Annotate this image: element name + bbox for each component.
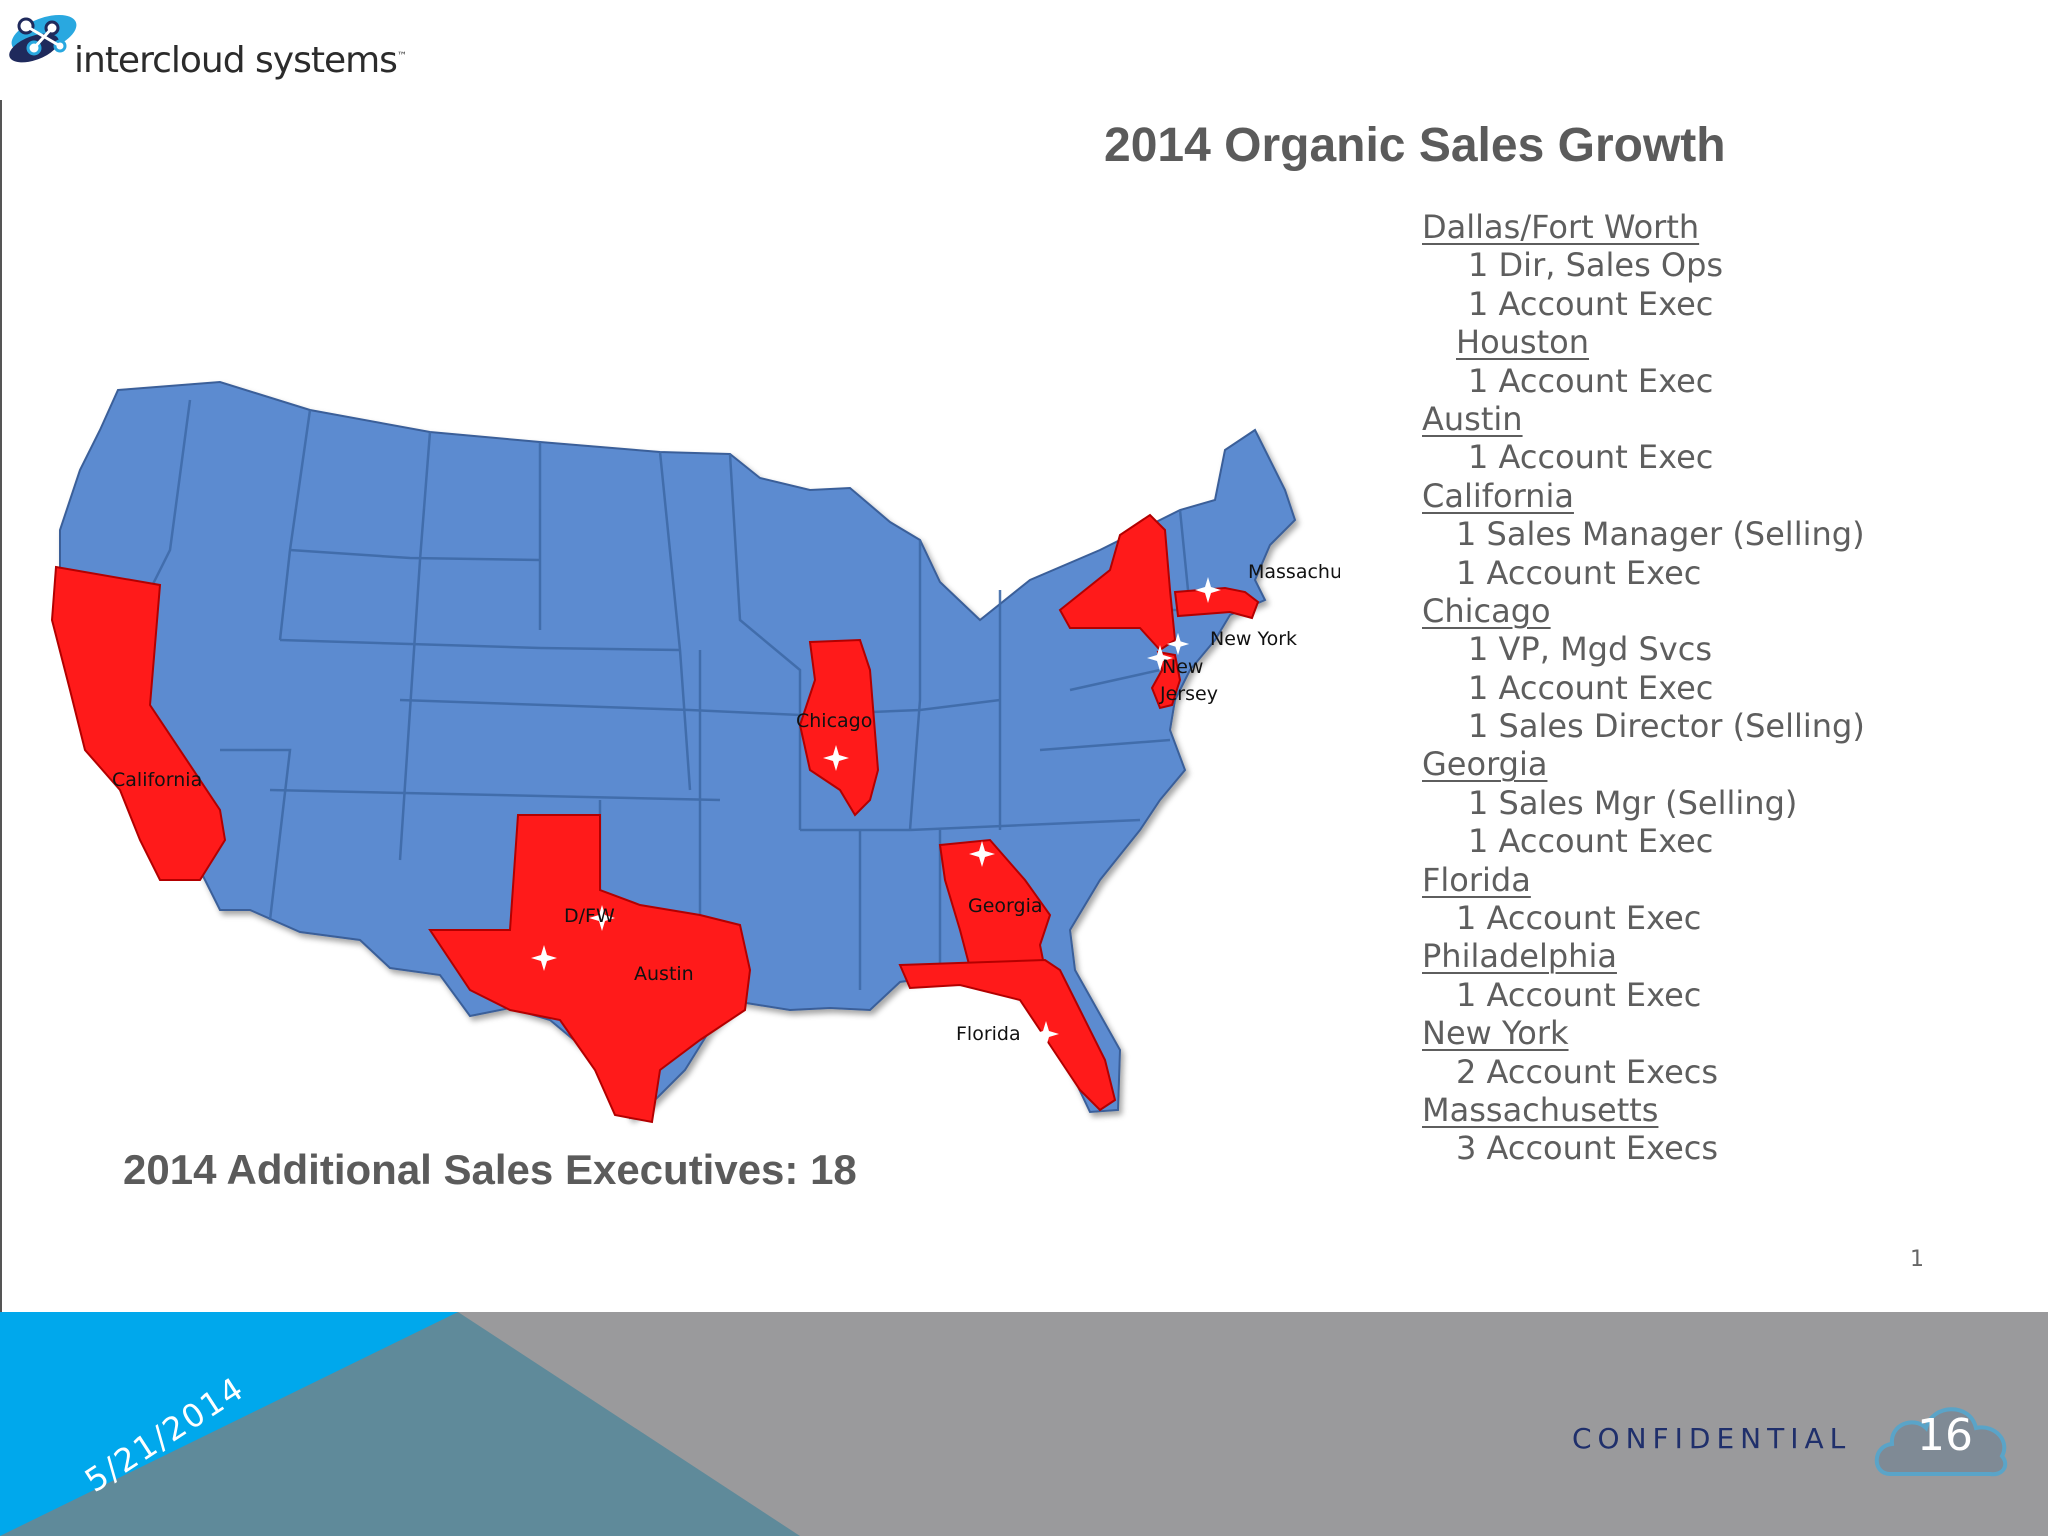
highlighted-states	[50, 513, 1260, 1124]
list-location: Georgia	[1422, 745, 1548, 784]
list-role: 3 Account Execs	[1456, 1129, 1719, 1168]
label-austin: Austin	[634, 963, 694, 985]
logo-wordmark: intercloud systems™	[74, 40, 407, 81]
list-location: Florida	[1422, 860, 1531, 899]
list-role: 1 Account Exec	[1468, 668, 1714, 707]
slide-footer	[0, 1312, 2048, 1536]
cloud-icon	[1874, 1407, 2008, 1477]
list-role: 1 Account Exec	[1456, 553, 1702, 592]
state-illinois	[798, 638, 880, 817]
label-new-jersey-line2: Jersey	[1159, 683, 1218, 705]
label-new-jersey-line1: New	[1162, 656, 1203, 678]
state-texas	[428, 814, 752, 1124]
label-georgia: Georgia	[968, 895, 1043, 917]
state-borders	[138, 399, 1192, 990]
state-georgia	[938, 838, 1052, 972]
label-new-york: New York	[1210, 628, 1297, 650]
list-location: New York	[1422, 1014, 1569, 1053]
state-new-jersey	[1150, 650, 1182, 710]
list-role: 1 Sales Director (Selling)	[1468, 707, 1865, 746]
slide-title: 2014 Organic Sales Growth	[1104, 119, 1726, 172]
state-florida	[898, 958, 1117, 1112]
sales-executives-summary: 2014 Additional Sales Executives: 18	[123, 1146, 857, 1193]
state-new-york	[1058, 513, 1177, 652]
list-location: California	[1422, 476, 1574, 515]
list-role: 1 Account Exec	[1468, 438, 1714, 477]
company-logo: intercloud systems™	[4, 6, 424, 86]
label-massachusetts: Massachusetts	[1248, 561, 1340, 583]
list-role: 1 Sales Mgr (Selling)	[1468, 783, 1798, 822]
list-role: 1 Sales Manager (Selling)	[1456, 515, 1865, 554]
slide-number: 16	[1917, 1410, 1973, 1461]
list-location: Austin	[1422, 399, 1523, 438]
confidential-label: CONFIDENTIAL	[1572, 1422, 1852, 1455]
list-role: 1 Account Exec	[1456, 899, 1702, 938]
list-location: Dallas/Fort Worth	[1422, 208, 1700, 246]
list-location: Philadelphia	[1422, 937, 1617, 976]
star-icon	[91, 789, 117, 815]
list-role: 1 Account Exec	[1468, 361, 1714, 400]
list-role: 2 Account Execs	[1456, 1052, 1719, 1091]
list-location: Massachusetts	[1422, 1090, 1659, 1129]
slide-border	[0, 100, 2, 1312]
network-nodes-icon	[9, 14, 77, 63]
label-dfw: D/FW	[564, 905, 615, 927]
list-role: 1 Account Exec	[1468, 822, 1714, 861]
state-massachusetts	[1173, 586, 1260, 620]
label-chicago: Chicago	[796, 710, 872, 732]
hiring-list: Dallas/Fort Worth 1 Dir, Sales Ops 1 Acc…	[1422, 208, 2022, 1168]
list-location: Houston	[1456, 323, 1589, 362]
us-map: California D/FW Austin Chicago Georgia F…	[50, 380, 1340, 1124]
inner-page-number: 1	[1910, 1247, 1924, 1272]
list-role: 1 Account Exec	[1456, 975, 1702, 1014]
footer-background	[0, 1312, 2048, 1536]
label-florida: Florida	[956, 1023, 1021, 1045]
list-role: 1 Dir, Sales Ops	[1468, 246, 1724, 285]
list-role: 1 Account Exec	[1468, 284, 1714, 323]
list-location: Chicago	[1422, 591, 1551, 630]
state-california	[50, 565, 227, 881]
list-role: 1 VP, Mgd Svcs	[1468, 630, 1712, 669]
label-california: California	[112, 769, 202, 791]
map-labels: California D/FW Austin Chicago Georgia F…	[112, 561, 1340, 1045]
